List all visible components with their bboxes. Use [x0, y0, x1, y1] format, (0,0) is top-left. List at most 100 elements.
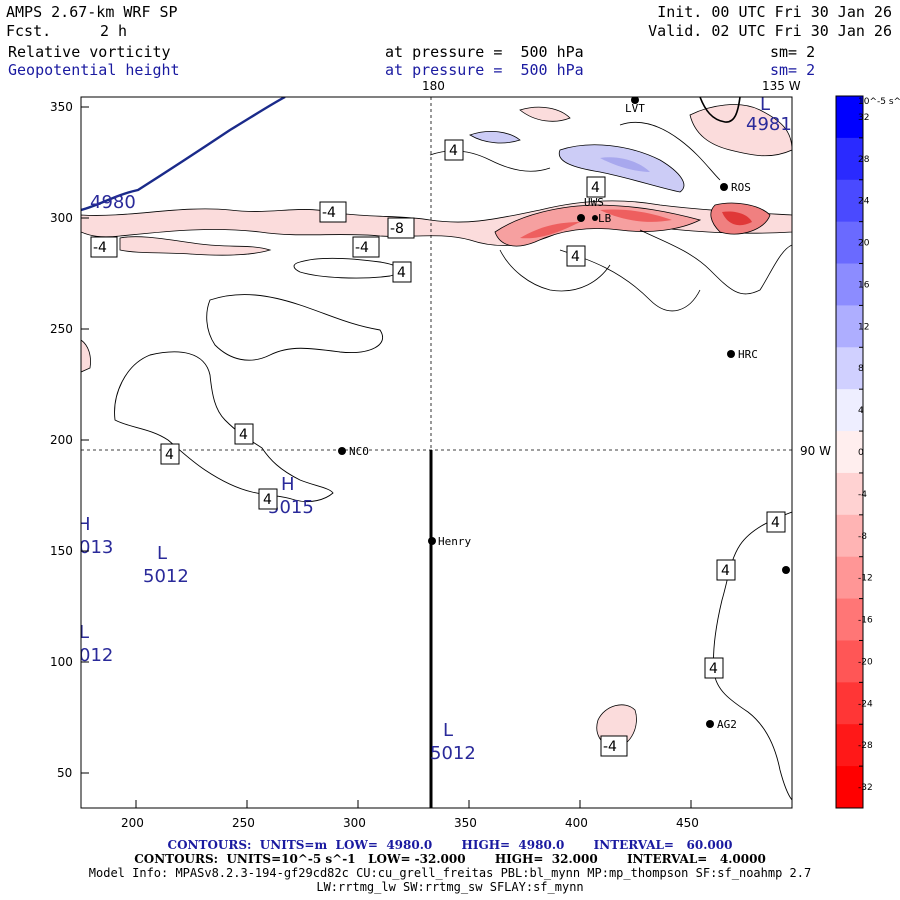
map-frame — [80, 96, 793, 809]
y-tick-label: 250 — [50, 322, 73, 336]
colorbar-frame — [835, 95, 864, 809]
map-area: LVT ROS UWS LB HRC NCO Henry AG2 L 4981 H… — [77, 97, 792, 808]
svg-text:LVT: LVT — [625, 102, 645, 115]
svg-text:AG2: AG2 — [717, 718, 737, 731]
field2-name: Geopotential height — [8, 61, 180, 79]
colorbar-swatch — [836, 96, 863, 139]
field2-smoothing: sm= 2 — [770, 61, 816, 79]
x-tick-label: 300 — [343, 816, 366, 830]
station-lb: LB — [592, 212, 612, 225]
station-nco: NCO — [338, 445, 369, 458]
colorbar-swatch — [836, 431, 863, 474]
forecast-label: Fcst. — [6, 22, 52, 40]
y-tick-label: 100 — [50, 655, 73, 669]
station-hrc: HRC — [727, 348, 758, 361]
colorbar-swatch — [836, 347, 863, 390]
colorbar-tick-label: -20 — [858, 657, 873, 667]
colorbar-tick-label: 24 — [858, 197, 870, 207]
colorbar-swatch — [836, 766, 863, 809]
svg-text:-4: -4 — [603, 739, 617, 755]
svg-text:5012: 5012 — [143, 566, 189, 587]
x-tick-label: 350 — [454, 816, 477, 830]
svg-text:Henry: Henry — [438, 535, 471, 548]
svg-text:L: L — [157, 543, 167, 564]
vorticity-contour-labels: 4 4 -4 -8 -4 4 -4 4 4 4 4 4 4 4 -4 — [90, 139, 786, 757]
colorbar-tick-label: 20 — [858, 239, 870, 249]
init-time: Init. 00 UTC Fri 30 Jan 26 — [657, 3, 892, 21]
svg-text:-4: -4 — [93, 240, 107, 256]
contour-label: 4 — [258, 488, 278, 510]
y-tick-label: 50 — [57, 766, 72, 780]
field1-level: at pressure = 500 hPa — [385, 43, 584, 61]
y-axis: 350 300 250 200 150 100 50 — [50, 100, 89, 780]
forecast-hour: 2 h — [100, 22, 128, 40]
svg-text:4: 4 — [449, 143, 458, 159]
colorbar-units: 10^-5 s^-1 — [858, 97, 900, 107]
station-ros: ROS — [720, 181, 751, 194]
colorbar-swatch — [836, 137, 863, 181]
x-tick-label: 250 — [232, 816, 255, 830]
contour-label: 4 — [392, 261, 412, 283]
svg-text:4981: 4981 — [746, 114, 792, 135]
y-tick-label: 300 — [50, 211, 73, 225]
svg-text:012: 012 — [79, 645, 113, 666]
colorbar-tick-label: -16 — [858, 616, 873, 626]
colorbar-tick-label: -4 — [858, 490, 867, 500]
colorbar-swatch — [836, 263, 863, 306]
contour-label: 4 — [444, 139, 464, 161]
x-tick-label: 400 — [565, 816, 588, 830]
svg-text:UWS: UWS — [584, 196, 604, 209]
contour-label: -4 — [352, 236, 380, 258]
colorbar-swatch — [836, 472, 863, 516]
y-tick-label: 350 — [50, 100, 73, 114]
colorbar-swatch — [836, 389, 863, 432]
model-title: AMPS 2.67-km WRF SP — [6, 3, 178, 21]
contour-label: 4 — [766, 511, 786, 533]
svg-text:4: 4 — [721, 563, 730, 579]
svg-text:LB: LB — [598, 212, 612, 225]
colorbar-tick-label: 8 — [858, 364, 864, 374]
height-contour-4980 — [81, 97, 286, 212]
colorbar-tick-label: 32 — [858, 113, 869, 123]
colorbar-swatch — [836, 640, 863, 683]
svg-text:5015: 5015 — [268, 497, 314, 518]
svg-text:L: L — [443, 720, 453, 741]
x-tick-label: 200 — [121, 816, 144, 830]
field1-name: Relative vorticity — [8, 43, 171, 61]
footer-model-info: Model Info: MPASv8.2.3-194-gf29cd82c CU:… — [88, 866, 812, 880]
contour-label: 4 — [704, 657, 724, 679]
colorbar-tick-label: -32 — [858, 783, 873, 793]
svg-text:4: 4 — [263, 492, 272, 508]
colorbar: 10^-5 s^-1 32 28 24 20 16 12 8 4 0 -4 -8 -12 -16 -20 -2… — [835, 95, 900, 809]
svg-text:4: 4 — [591, 180, 600, 196]
svg-text:4: 4 — [709, 661, 718, 677]
svg-text:H: H — [77, 514, 91, 535]
colorbar-tick-label: -8 — [858, 532, 867, 542]
colorbar-tick-label: -12 — [858, 574, 873, 584]
contour-label: -8 — [387, 217, 415, 239]
colorbar-tick-label: 16 — [858, 280, 870, 290]
contour-label: 4 — [234, 423, 254, 445]
colorbar-swatch — [836, 305, 863, 348]
colorbar-tick-label: 12 — [858, 322, 869, 332]
colorbar-swatch — [836, 724, 863, 767]
contour-label: 4 — [566, 245, 586, 267]
station-henry: Henry — [428, 535, 471, 548]
station-uws: UWS — [577, 196, 604, 222]
colorbar-swatch — [836, 179, 863, 223]
contour-label: 4 — [160, 443, 180, 465]
colorbar-swatch — [836, 598, 863, 641]
colorbar-tick-label: 28 — [858, 155, 870, 165]
svg-text:4: 4 — [239, 427, 248, 443]
svg-text:NCO: NCO — [349, 445, 369, 458]
svg-text:5012: 5012 — [430, 743, 476, 764]
contour-label: 4 — [716, 559, 736, 581]
y-tick-label: 150 — [50, 544, 73, 558]
svg-text:HRC: HRC — [738, 348, 758, 361]
colorbar-tick-label: -24 — [858, 699, 873, 709]
